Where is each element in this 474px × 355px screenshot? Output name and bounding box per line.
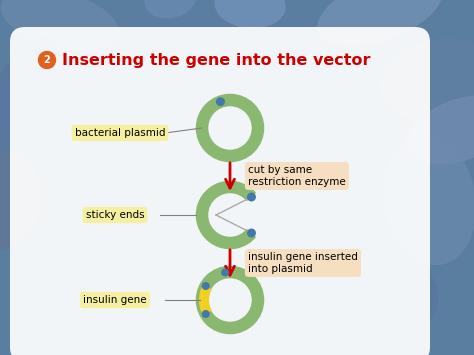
- Text: bacterial plasmid: bacterial plasmid: [75, 128, 165, 138]
- Circle shape: [221, 268, 229, 277]
- Text: sticky ends: sticky ends: [86, 210, 144, 220]
- Ellipse shape: [0, 38, 64, 163]
- Ellipse shape: [407, 96, 474, 164]
- Circle shape: [38, 51, 55, 69]
- Ellipse shape: [145, 0, 195, 18]
- Circle shape: [216, 97, 225, 106]
- Circle shape: [202, 282, 210, 290]
- Ellipse shape: [384, 136, 474, 264]
- Ellipse shape: [381, 39, 474, 121]
- Ellipse shape: [215, 0, 285, 28]
- Ellipse shape: [0, 150, 40, 250]
- Wedge shape: [199, 284, 212, 316]
- Ellipse shape: [1, 0, 118, 51]
- Text: cut by same
restriction enzyme: cut by same restriction enzyme: [248, 165, 346, 187]
- Circle shape: [247, 229, 256, 237]
- Circle shape: [247, 192, 256, 202]
- Text: Inserting the gene into the vector: Inserting the gene into the vector: [62, 53, 371, 67]
- Ellipse shape: [342, 247, 438, 333]
- Ellipse shape: [318, 0, 442, 46]
- Text: insulin gene: insulin gene: [83, 295, 147, 305]
- Circle shape: [202, 310, 210, 318]
- Text: 2: 2: [44, 55, 50, 65]
- Text: insulin gene inserted
into plasmid: insulin gene inserted into plasmid: [248, 252, 358, 274]
- FancyBboxPatch shape: [10, 27, 430, 355]
